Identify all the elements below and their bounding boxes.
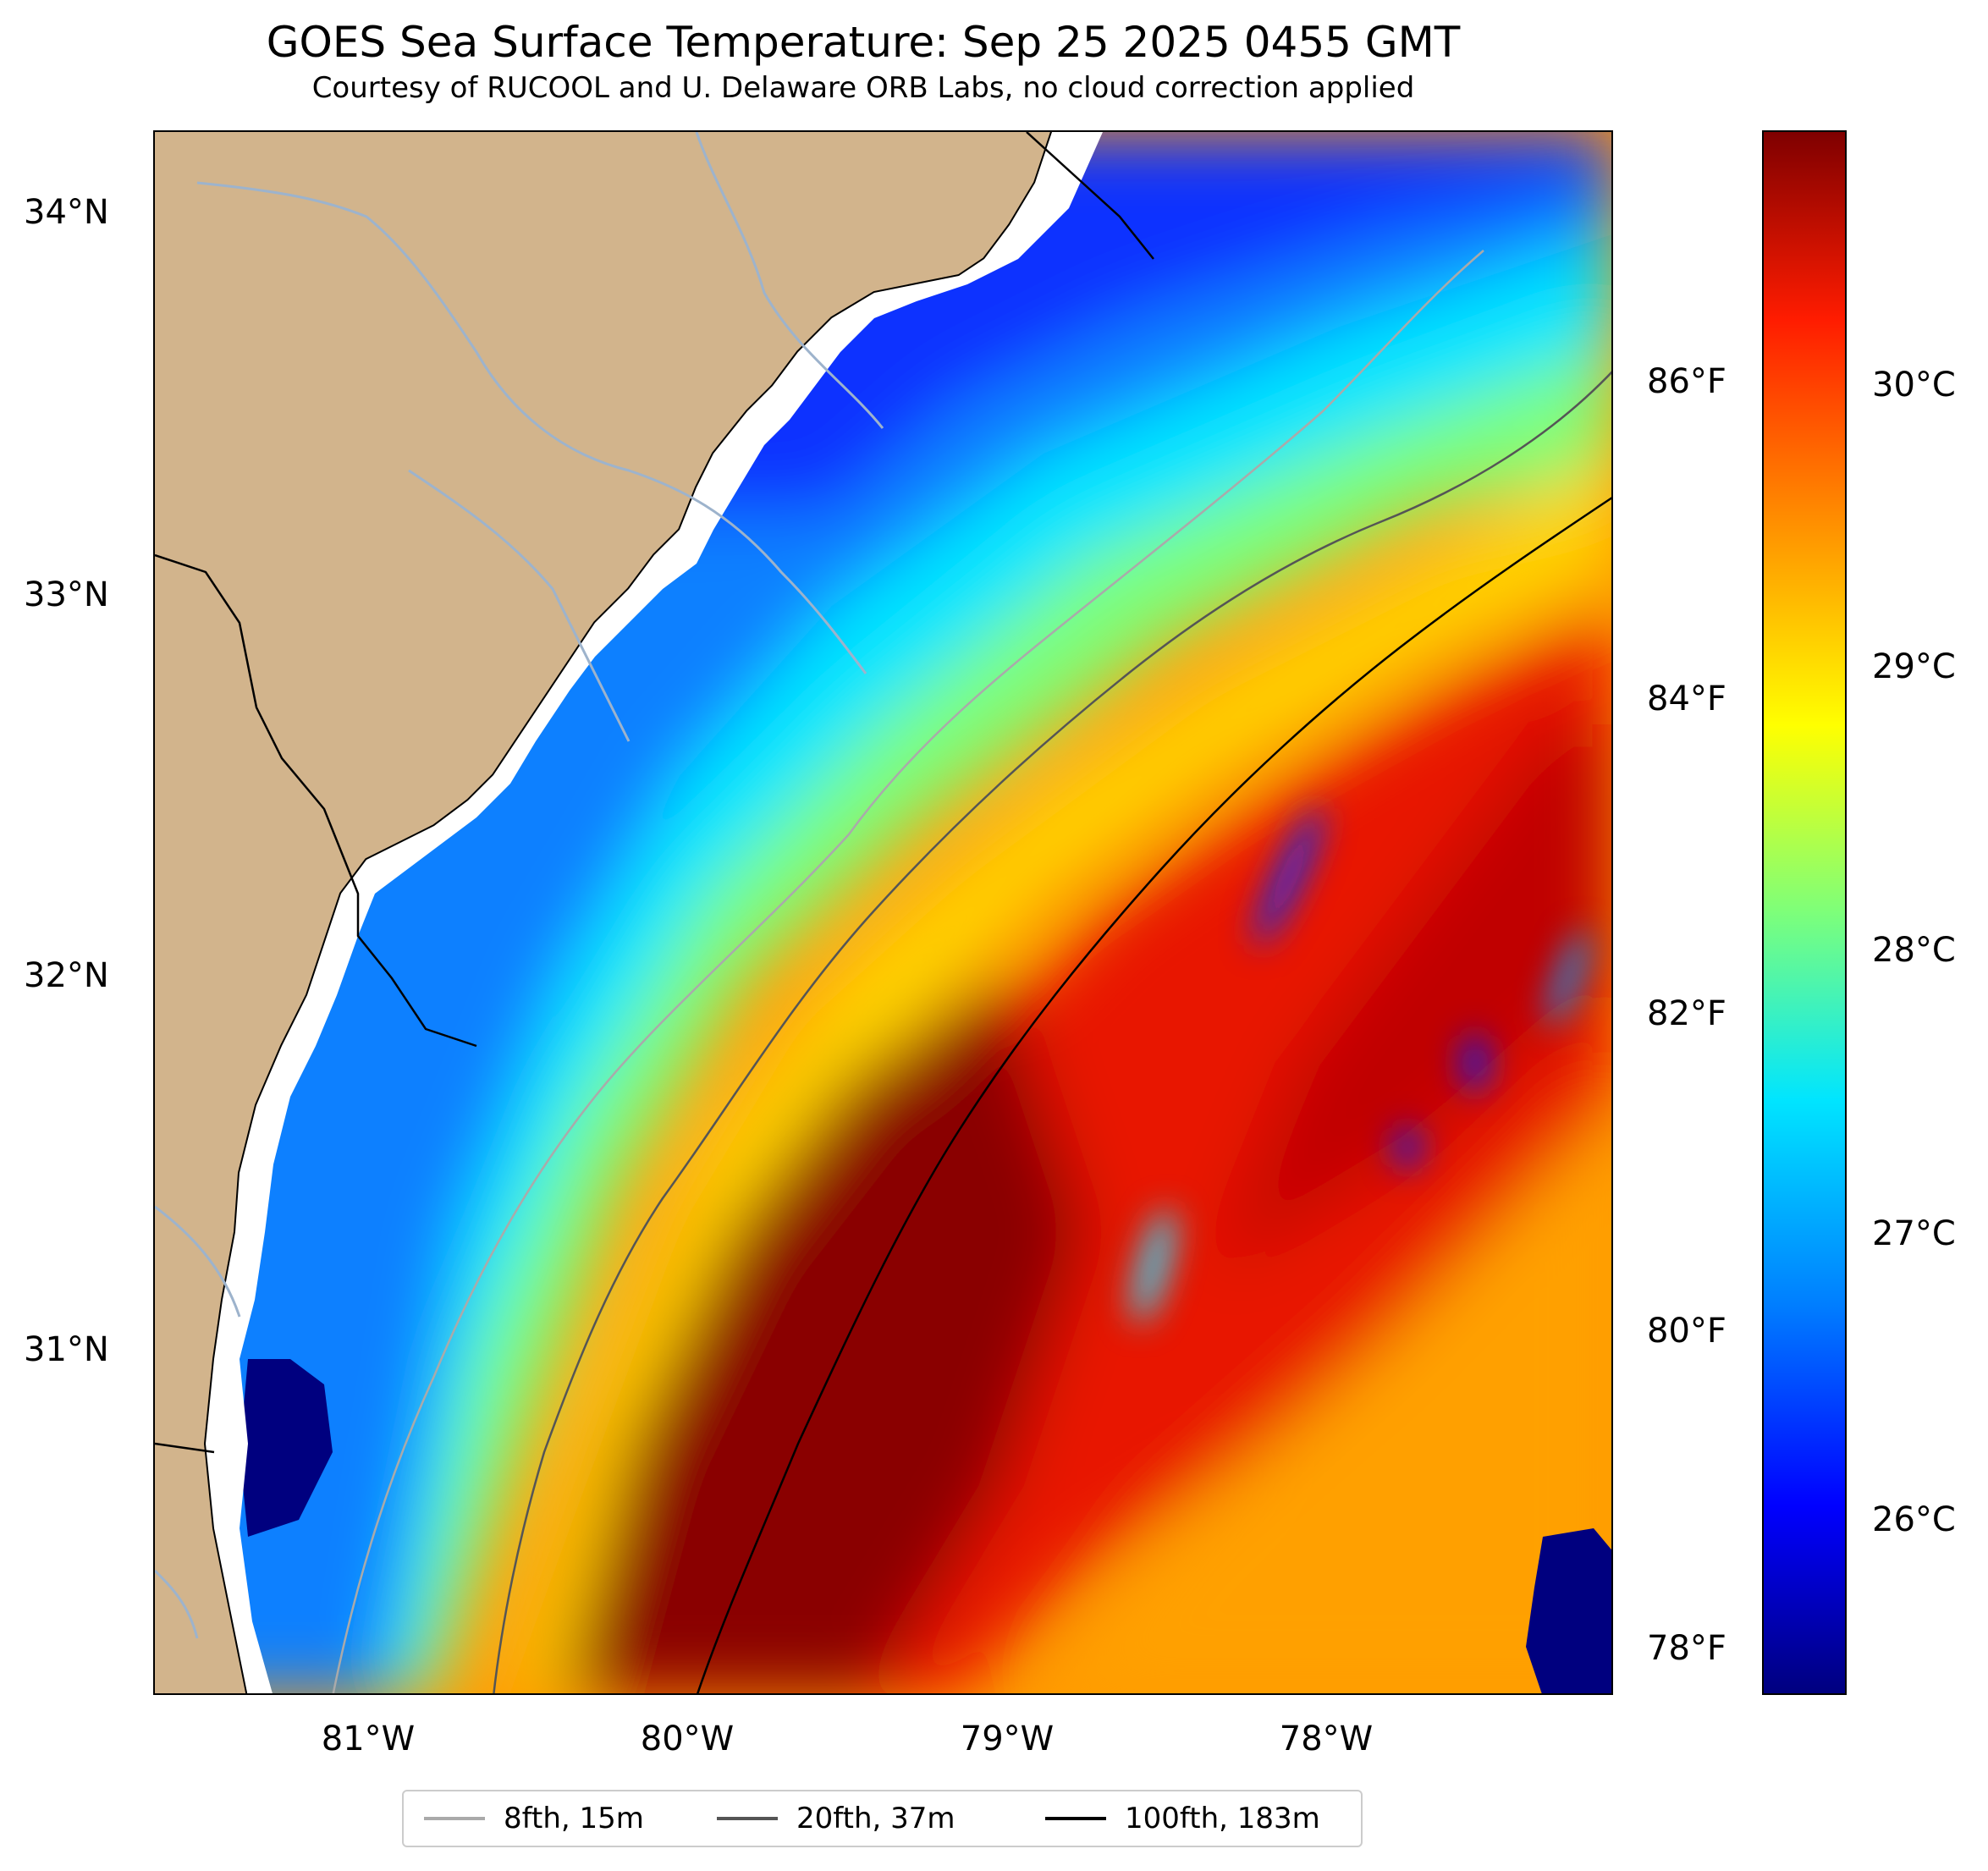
lon-label-81w: 81°W bbox=[321, 1720, 416, 1758]
cb-label-78f: 78°F bbox=[1647, 1629, 1726, 1668]
state-border bbox=[155, 553, 477, 1048]
cold-patches bbox=[1133, 807, 1589, 1323]
legend-label-100fth: 100fth, 183m bbox=[1125, 1802, 1320, 1835]
lon-label-78w: 78°W bbox=[1279, 1720, 1374, 1758]
legend-item-8fth: 8fth, 15m bbox=[424, 1800, 644, 1837]
isobath-20fth bbox=[493, 371, 1611, 1693]
lon-label-79w: 79°W bbox=[960, 1720, 1055, 1758]
land-mass bbox=[155, 132, 1052, 1693]
lat-label-33n: 33°N bbox=[24, 575, 109, 614]
colorbar bbox=[1762, 130, 1847, 1695]
sst-map[interactable] bbox=[153, 130, 1613, 1695]
cold-mask-southeast bbox=[1526, 1528, 1611, 1693]
lat-label-34n: 34°N bbox=[24, 193, 109, 232]
rivers bbox=[155, 132, 884, 1639]
cb-label-28c: 28°C bbox=[1872, 931, 1956, 970]
cb-label-27c: 27°C bbox=[1872, 1214, 1956, 1253]
cold-mask-southwest bbox=[240, 1359, 333, 1537]
legend-label-20fth: 20fth, 37m bbox=[796, 1802, 955, 1835]
legend-line-8fth bbox=[424, 1817, 485, 1820]
cb-label-29c: 29°C bbox=[1872, 647, 1956, 686]
map-subtitle: Courtesy of RUCOOL and U. Delaware ORB L… bbox=[311, 71, 1415, 105]
legend-item-100fth: 100fth, 183m bbox=[1045, 1800, 1320, 1837]
sst-map-canvas bbox=[155, 132, 1611, 1693]
cb-label-26c: 26°C bbox=[1872, 1500, 1956, 1539]
cb-label-30c: 30°C bbox=[1872, 366, 1956, 404]
isobath-100fth bbox=[697, 497, 1611, 1693]
lon-label-80w: 80°W bbox=[640, 1720, 735, 1758]
isobath-legend: 8fth, 15m 20fth, 37m 100fth, 183m bbox=[402, 1790, 1363, 1847]
legend-line-100fth bbox=[1045, 1817, 1106, 1820]
cb-label-86f: 86°F bbox=[1647, 362, 1726, 401]
cb-label-82f: 82°F bbox=[1647, 994, 1726, 1033]
legend-item-20fth: 20fth, 37m bbox=[717, 1800, 955, 1837]
isobath-8fth bbox=[332, 250, 1484, 1693]
cb-label-84f: 84°F bbox=[1647, 680, 1726, 718]
lat-label-32n: 32°N bbox=[24, 956, 109, 995]
legend-line-20fth bbox=[717, 1817, 778, 1820]
cb-label-80f: 80°F bbox=[1647, 1312, 1726, 1351]
legend-label-8fth: 8fth, 15m bbox=[504, 1802, 644, 1835]
lat-label-31n: 31°N bbox=[24, 1330, 109, 1369]
map-title: GOES Sea Surface Temperature: Sep 25 202… bbox=[266, 18, 1461, 67]
